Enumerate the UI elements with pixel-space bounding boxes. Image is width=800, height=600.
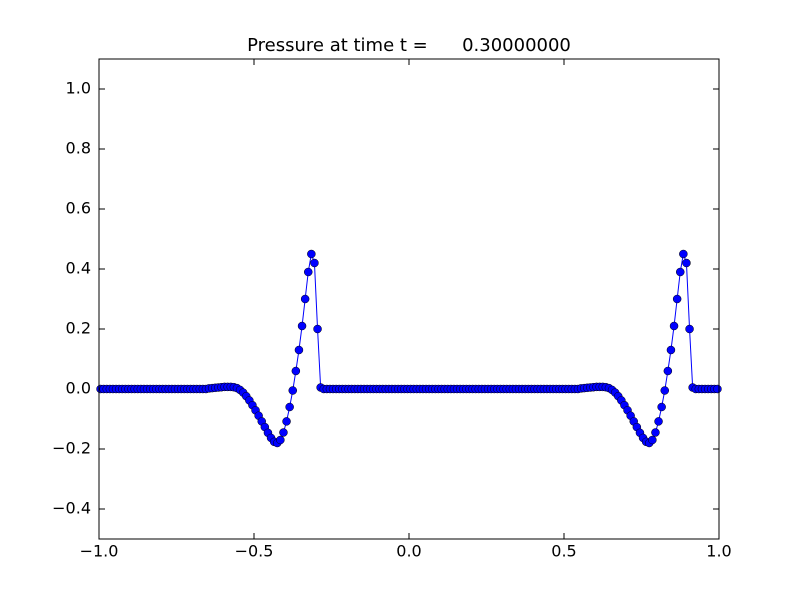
data-point	[660, 386, 669, 395]
y-tick-label: 0.0	[66, 379, 91, 398]
data-point	[300, 294, 310, 304]
y-tick-label: −0.2	[52, 439, 91, 458]
data-point	[276, 435, 285, 445]
y-tick-label: 1.0	[66, 79, 91, 98]
data-point	[657, 402, 666, 412]
data-point	[651, 428, 660, 437]
y-tick-label: 0.6	[66, 199, 91, 218]
x-tick-label: −1.0	[80, 542, 119, 561]
data-point	[310, 258, 319, 268]
data-point	[679, 249, 688, 259]
data-point	[307, 249, 316, 259]
y-tick-label: 0.4	[66, 259, 91, 278]
data-point	[288, 386, 297, 395]
data-point	[291, 366, 301, 376]
data-point	[685, 324, 694, 334]
data-point	[654, 417, 663, 426]
data-point	[676, 267, 685, 277]
y-tick-label: −0.4	[52, 499, 91, 518]
data-point	[285, 402, 294, 412]
data-point	[648, 435, 657, 445]
x-tick-label: 0.5	[551, 542, 576, 561]
data-point	[282, 417, 291, 426]
chart-title: Pressure at time t = 0.30000000	[247, 35, 571, 56]
plot-frame	[98, 58, 720, 540]
data-point	[304, 267, 313, 277]
data-point	[669, 321, 679, 331]
x-tick-label: −0.5	[235, 542, 274, 561]
data-point	[713, 384, 722, 394]
data-point	[279, 428, 288, 437]
data-point	[297, 321, 307, 331]
data-point	[666, 345, 676, 355]
x-tick-label: 0.0	[396, 542, 421, 561]
data-point	[663, 366, 673, 376]
y-tick-label: 0.2	[66, 319, 91, 338]
x-tick-label: 1.0	[706, 542, 731, 561]
data-point	[682, 258, 691, 268]
data-point	[294, 345, 304, 355]
data-point	[313, 324, 322, 334]
data-point	[672, 294, 682, 304]
y-tick-label: 0.8	[66, 139, 91, 158]
